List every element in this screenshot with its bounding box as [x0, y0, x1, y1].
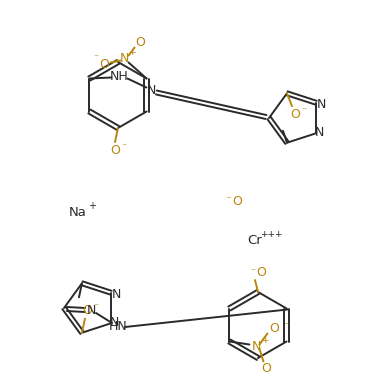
Text: N: N: [147, 84, 156, 97]
Text: O: O: [232, 194, 242, 207]
Text: N: N: [120, 52, 129, 65]
Text: ⁻: ⁻: [93, 303, 99, 313]
Text: O: O: [262, 362, 271, 375]
Text: HN: HN: [109, 319, 127, 333]
Text: ⁻: ⁻: [225, 195, 231, 205]
Text: Na: Na: [69, 205, 87, 219]
Text: N: N: [111, 288, 121, 301]
Text: O: O: [82, 304, 92, 317]
Text: ⁻: ⁻: [93, 54, 98, 63]
Text: N: N: [252, 340, 261, 353]
Text: N: N: [316, 98, 326, 111]
Text: +: +: [88, 201, 96, 211]
Text: NH: NH: [110, 70, 129, 83]
Text: ⁻: ⁻: [122, 142, 127, 152]
Text: N: N: [86, 303, 96, 317]
Text: O: O: [290, 108, 300, 121]
Text: N: N: [110, 316, 119, 329]
Text: O: O: [256, 266, 266, 279]
Text: O: O: [99, 58, 110, 71]
Text: ⁻: ⁻: [283, 321, 288, 331]
Text: Cr: Cr: [248, 233, 262, 247]
Text: O: O: [110, 144, 120, 156]
Text: +: +: [261, 336, 268, 345]
Text: N: N: [314, 126, 324, 139]
Text: +: +: [128, 48, 135, 57]
Text: ⁻: ⁻: [301, 106, 307, 116]
Text: O: O: [269, 322, 279, 335]
Text: ⁻: ⁻: [250, 267, 255, 277]
Text: O: O: [135, 36, 146, 49]
Text: +++: +++: [260, 230, 282, 238]
